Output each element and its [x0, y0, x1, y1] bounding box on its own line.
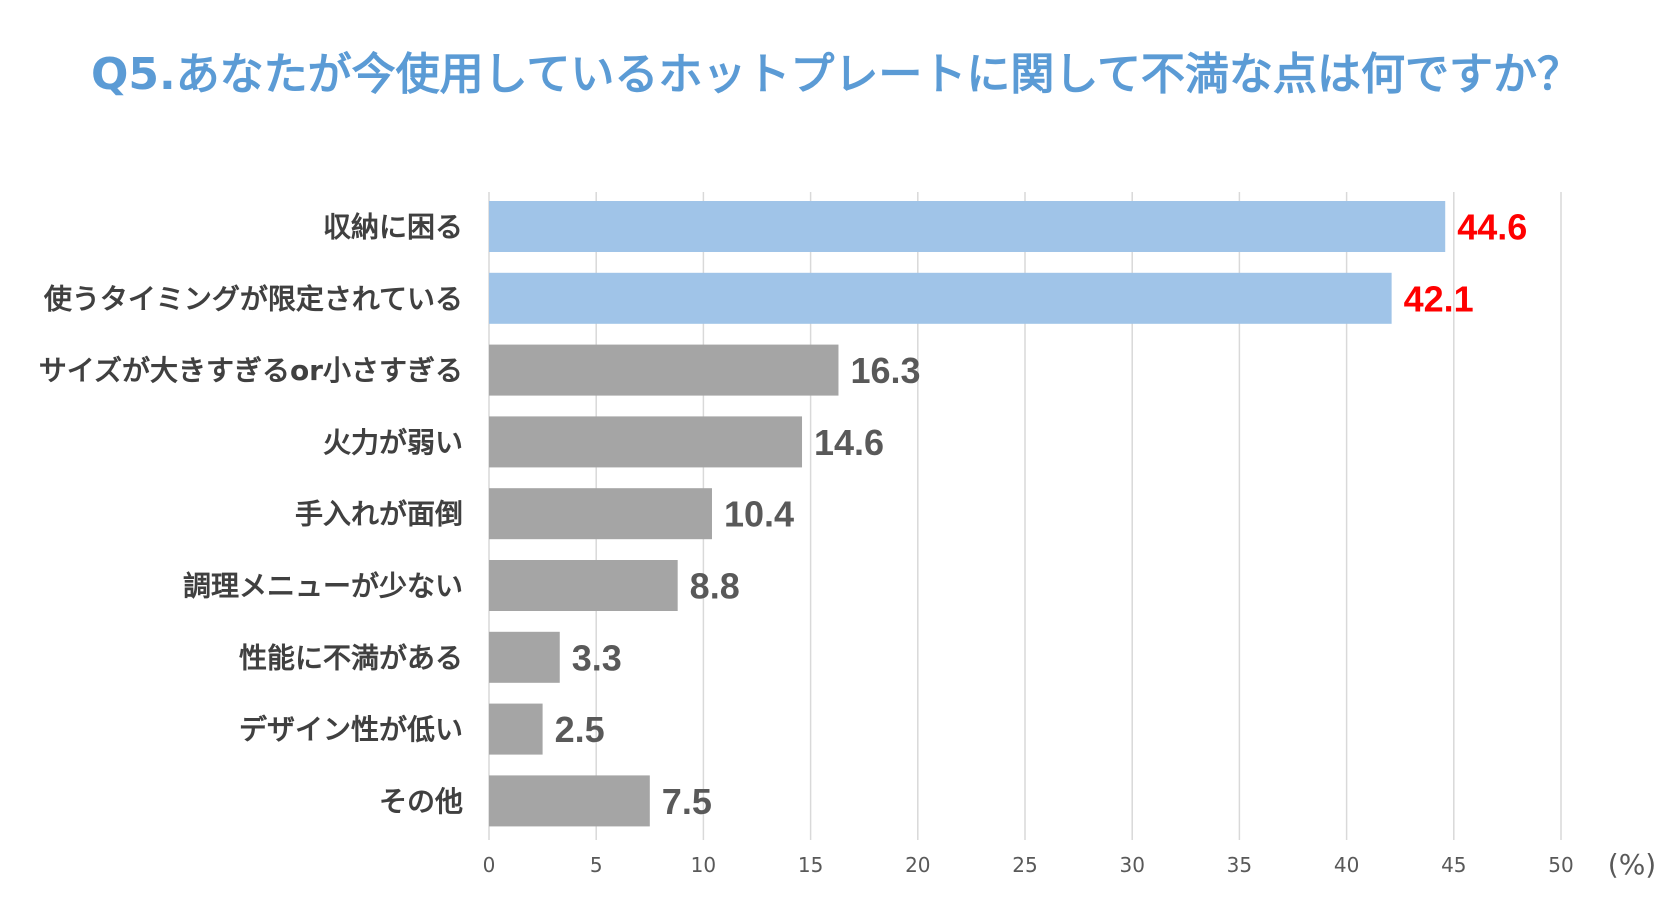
- x-tick-label: 15: [798, 853, 823, 877]
- x-tick-label: 25: [1012, 853, 1037, 877]
- x-axis-ticks: 0 5 10 15 20 25 30 35 40 45 50 (%): [483, 848, 1657, 881]
- data-label: 8.8: [690, 566, 740, 607]
- x-tick-label: 50: [1548, 853, 1573, 877]
- data-label: 7.5: [662, 781, 712, 822]
- bar: [489, 560, 678, 611]
- x-tick-label: 10: [691, 853, 716, 877]
- category-label: 使うタイミングが限定されている: [43, 282, 463, 315]
- data-label: 14.6: [814, 422, 884, 463]
- category-label: 火力が弱い: [323, 426, 463, 459]
- bar: [489, 344, 839, 396]
- category-label: デザイン性が低い: [239, 713, 463, 746]
- chart-title: Q5.あなたが今使用しているホットプレートに関して不満な点は何ですか？: [90, 49, 1582, 100]
- data-label: 3.3: [572, 637, 622, 678]
- bar: [489, 631, 560, 683]
- x-tick-label: 30: [1119, 853, 1144, 877]
- x-tick-label: 20: [905, 853, 930, 877]
- bars: [489, 201, 1446, 827]
- bar: [489, 703, 543, 755]
- category-label: 収納に困る: [323, 211, 463, 244]
- category-label: その他: [379, 785, 463, 818]
- category-label: サイズが大きすぎるor小さすぎる: [39, 354, 463, 387]
- data-label: 44.6: [1457, 207, 1527, 248]
- x-tick-label: 45: [1441, 853, 1466, 877]
- value-labels: 44.6 42.1 16.3 14.6 10.4 8.8 3.3 2.5 7.5: [555, 207, 1528, 822]
- category-label: 手入れが面倒: [295, 498, 463, 531]
- data-label: 10.4: [724, 494, 794, 535]
- x-tick-label: 0: [483, 853, 496, 877]
- category-labels: 収納に困る使うタイミングが限定されているサイズが大きすぎるor小さすぎる火力が弱…: [39, 211, 463, 818]
- data-label: 2.5: [555, 709, 605, 750]
- x-tick-label: 40: [1334, 853, 1359, 877]
- unit-label: (%): [1608, 848, 1656, 881]
- x-tick-label: 5: [590, 853, 603, 877]
- bar-highlighted: [489, 272, 1392, 324]
- bar: [489, 488, 712, 540]
- data-label: 42.1: [1404, 278, 1474, 319]
- bar: [489, 775, 650, 827]
- category-label: 性能に不満がある: [239, 641, 463, 674]
- bar: [489, 416, 803, 468]
- category-label: 調理メニューが少ない: [183, 570, 463, 603]
- data-label: 16.3: [850, 350, 920, 391]
- x-tick-label: 35: [1227, 853, 1252, 877]
- bar-highlighted: [489, 201, 1446, 252]
